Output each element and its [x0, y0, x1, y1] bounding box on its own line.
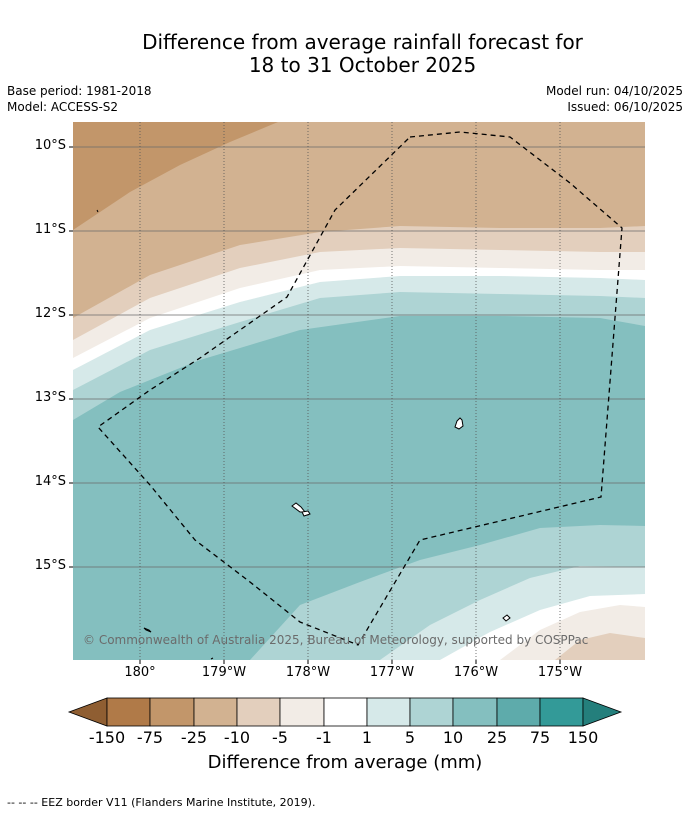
- lon-label-179w: 179°W: [201, 665, 247, 680]
- island-west-small: [301, 510, 311, 517]
- island-southeast: [502, 614, 511, 622]
- lat-label-13s: 13°S: [34, 390, 66, 405]
- chart-title: Difference from average rainfall forecas…: [0, 31, 690, 77]
- colorbar-bin-9: [452, 697, 498, 727]
- lat-label-14s: 14°S: [34, 474, 66, 489]
- lat-label-12s: 12°S: [34, 306, 66, 321]
- island-west: [291, 502, 307, 513]
- copyright-credit: © Commonwealth of Australia 2025, Bureau…: [83, 633, 589, 647]
- colorbar-bin-8: [409, 697, 454, 727]
- lon-label-178w: 178°W: [285, 665, 331, 680]
- metadata-left: Base period: 1981-2018 Model: ACCESS-S2: [7, 83, 152, 115]
- colorbar-bin-4: [236, 697, 281, 727]
- axis-ticks: [69, 146, 561, 664]
- eez-footnote: -- -- -- EEZ border V11 (Flanders Marine…: [7, 796, 316, 809]
- colorbar-bin-2: [149, 697, 195, 727]
- colorbar-bin-1: [106, 697, 151, 727]
- title-line-2: 18 to 31 October 2025: [248, 53, 477, 77]
- band-m25-m10-north: [73, 122, 645, 318]
- title-line-1: Difference from average rainfall forecas…: [142, 30, 583, 54]
- model-run-date: Model run: 04/10/2025: [545, 84, 683, 98]
- island-northwest: [96, 209, 99, 213]
- graticule: [73, 146, 645, 568]
- lon-label-180: 180°: [124, 665, 156, 680]
- island-southwest: [143, 627, 152, 633]
- islands: [96, 209, 511, 660]
- lon-label-176w: 176°W: [453, 665, 499, 680]
- model-name: Model: ACCESS-S2: [7, 100, 119, 114]
- colorbar-bin-6: [323, 697, 368, 727]
- colorbar-bin-7: [366, 697, 411, 727]
- colorbar-bin-11: [539, 697, 584, 727]
- colorbar-label: 25: [486, 728, 508, 747]
- colorbar-bin-5: [279, 697, 325, 727]
- colorbar-label: -25: [180, 728, 208, 747]
- island-north: [454, 417, 464, 430]
- band-m75-m25-northwest: [73, 122, 278, 230]
- issued-date: Issued: 06/10/2025: [567, 100, 683, 114]
- colorbar-label: 10: [442, 728, 464, 747]
- colorbar: [67, 697, 623, 727]
- colorbar-label: -1: [316, 728, 332, 747]
- eez-border: [97, 131, 623, 646]
- colorbar-bin-10: [496, 697, 541, 727]
- island-south: [210, 657, 214, 660]
- colorbar-label: -150: [88, 728, 126, 747]
- forecast-field: [73, 122, 645, 660]
- colorbar-label: 150: [567, 728, 599, 747]
- colorbar-extend-low: [67, 697, 108, 727]
- band-m10-m5-south: [555, 633, 645, 660]
- base-period: Base period: 1981-2018: [7, 84, 152, 98]
- lon-label-177w: 177°W: [369, 665, 415, 680]
- lat-label-10s: 10°S: [34, 138, 66, 153]
- colorbar-title: Difference from average (mm): [207, 752, 483, 773]
- lat-label-15s: 15°S: [34, 558, 66, 573]
- colorbar-label: -75: [136, 728, 164, 747]
- colorbar-label: -5: [272, 728, 288, 747]
- colorbar-extend-high: [582, 697, 623, 727]
- colorbar-label: 5: [404, 728, 416, 747]
- lat-label-11s: 11°S: [34, 222, 66, 237]
- colorbar-label: 1: [361, 728, 373, 747]
- lon-label-175w: 175°W: [537, 665, 583, 680]
- colorbar-label: -10: [223, 728, 251, 747]
- colorbar-bin-3: [193, 697, 238, 727]
- metadata-right: Model run: 04/10/2025 Issued: 06/10/2025: [546, 83, 683, 115]
- colorbar-label: 75: [529, 728, 551, 747]
